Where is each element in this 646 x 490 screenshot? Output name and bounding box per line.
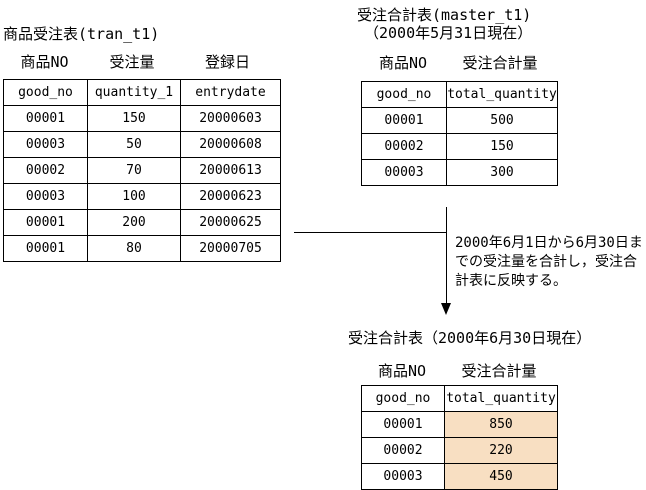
master-before-row: 00003 300 bbox=[361, 159, 558, 186]
master-after-header-row: good_no total_quantity bbox=[361, 385, 558, 412]
master-after-cell: 00002 bbox=[361, 437, 445, 464]
master-after-col-header: total_quantity bbox=[444, 385, 558, 412]
process-note-line: 計表に反映する。 bbox=[455, 273, 567, 289]
tran-row: 00002 70 20000613 bbox=[3, 157, 281, 184]
master-before-cell: 00002 bbox=[361, 133, 447, 160]
master-before-row: 00001 500 bbox=[361, 107, 558, 134]
master-before-header-row: good_no total_quantity bbox=[361, 81, 558, 108]
master-before-cell: 300 bbox=[446, 159, 558, 186]
master-after-cell-highlighted: 850 bbox=[444, 411, 558, 438]
process-note-line: 2000年6月1日から6月30日ま bbox=[455, 235, 643, 251]
master-after-cell-highlighted: 450 bbox=[444, 463, 558, 490]
tran-jp-header-quantity: 受注量 bbox=[109, 53, 155, 71]
tran-row: 00003 50 20000608 bbox=[3, 131, 281, 158]
tran-jp-header-goodno: 商品NO bbox=[20, 53, 69, 71]
tran-header-row: good_no quantity_1 entrydate bbox=[3, 79, 281, 106]
tran-cell: 20000705 bbox=[180, 235, 281, 262]
master-before-title: 受注合計表(master_t1) bbox=[357, 6, 532, 24]
process-note: 2000年6月1日から6月30日ま での受注量を合計し，受注合 計表に反映する。 bbox=[455, 234, 643, 291]
arrowhead-down-icon bbox=[441, 303, 451, 315]
master-before-cell: 00003 bbox=[361, 159, 447, 186]
process-note-line: での受注量を合計し，受注合 bbox=[455, 254, 637, 270]
master-after-cell: 00003 bbox=[361, 463, 445, 490]
tran-cell: 00001 bbox=[3, 105, 88, 132]
tran-row: 00001 150 20000603 bbox=[3, 105, 281, 132]
master-before-jp-header-total: 受注合計量 bbox=[462, 54, 538, 72]
tran-cell: 150 bbox=[87, 105, 181, 132]
master-before-col-header: good_no bbox=[361, 81, 447, 108]
master-after-col-header: good_no bbox=[361, 385, 445, 412]
master-after-jp-headers: 商品NO 受注合計量 bbox=[361, 363, 555, 379]
tran-cell: 00001 bbox=[3, 235, 88, 262]
master-before-row: 00002 150 bbox=[361, 133, 558, 160]
tran-col-header: entrydate bbox=[180, 79, 281, 106]
master-before-jp-header-goodno: 商品NO bbox=[378, 54, 428, 72]
tran-cell: 100 bbox=[87, 183, 181, 210]
master-before-cell: 00001 bbox=[361, 107, 447, 134]
connector-line-vertical bbox=[446, 207, 447, 304]
connector-line-horizontal bbox=[294, 232, 447, 233]
master-before-cell: 150 bbox=[446, 133, 558, 160]
tran-cell: 00002 bbox=[3, 157, 88, 184]
tran-cell: 00001 bbox=[3, 209, 88, 236]
tran-cell: 200 bbox=[87, 209, 181, 236]
tran-cell: 20000623 bbox=[180, 183, 281, 210]
tran-table-title: 商品受注表(tran_t1) bbox=[3, 25, 160, 43]
tran-jp-headers: 商品NO 受注量 登録日 bbox=[3, 54, 277, 70]
tran-cell: 20000603 bbox=[180, 105, 281, 132]
tran-row: 00001 200 20000625 bbox=[3, 209, 281, 236]
tran-cell: 70 bbox=[87, 157, 181, 184]
tran-cell: 20000608 bbox=[180, 131, 281, 158]
master-before-col-header: total_quantity bbox=[446, 81, 558, 108]
tran-jp-header-entrydate: 登録日 bbox=[204, 53, 250, 71]
tran-cell: 80 bbox=[87, 235, 181, 262]
master-before-cell: 500 bbox=[446, 107, 558, 134]
master-after-cell-highlighted: 220 bbox=[444, 437, 558, 464]
master-after-jp-header-goodno: 商品NO bbox=[377, 362, 427, 380]
tran-col-header: good_no bbox=[3, 79, 88, 106]
master-before-table: good_no total_quantity 00001 500 00002 1… bbox=[361, 81, 558, 186]
master-before-subtitle: （2000年5月31日現在） bbox=[364, 24, 533, 42]
master-after-row: 00001 850 bbox=[361, 411, 558, 438]
master-after-table: good_no total_quantity 00001 850 00002 2… bbox=[361, 385, 558, 490]
master-after-row: 00003 450 bbox=[361, 463, 558, 490]
master-before-jp-headers: 商品NO 受注合計量 bbox=[361, 55, 555, 71]
tran-cell: 00003 bbox=[3, 183, 88, 210]
master-after-title: 受注合計表（2000年6月30日現在） bbox=[348, 329, 592, 347]
master-after-cell: 00001 bbox=[361, 411, 445, 438]
master-after-jp-header-total: 受注合計量 bbox=[461, 362, 537, 380]
tran-cell: 00003 bbox=[3, 131, 88, 158]
master-after-row: 00002 220 bbox=[361, 437, 558, 464]
tran-cell: 20000625 bbox=[180, 209, 281, 236]
tran-table: good_no quantity_1 entrydate 00001 150 2… bbox=[3, 79, 281, 262]
tran-cell: 20000613 bbox=[180, 157, 281, 184]
tran-row: 00003 100 20000623 bbox=[3, 183, 281, 210]
tran-col-header: quantity_1 bbox=[87, 79, 181, 106]
tran-row: 00001 80 20000705 bbox=[3, 235, 281, 262]
tran-cell: 50 bbox=[87, 131, 181, 158]
